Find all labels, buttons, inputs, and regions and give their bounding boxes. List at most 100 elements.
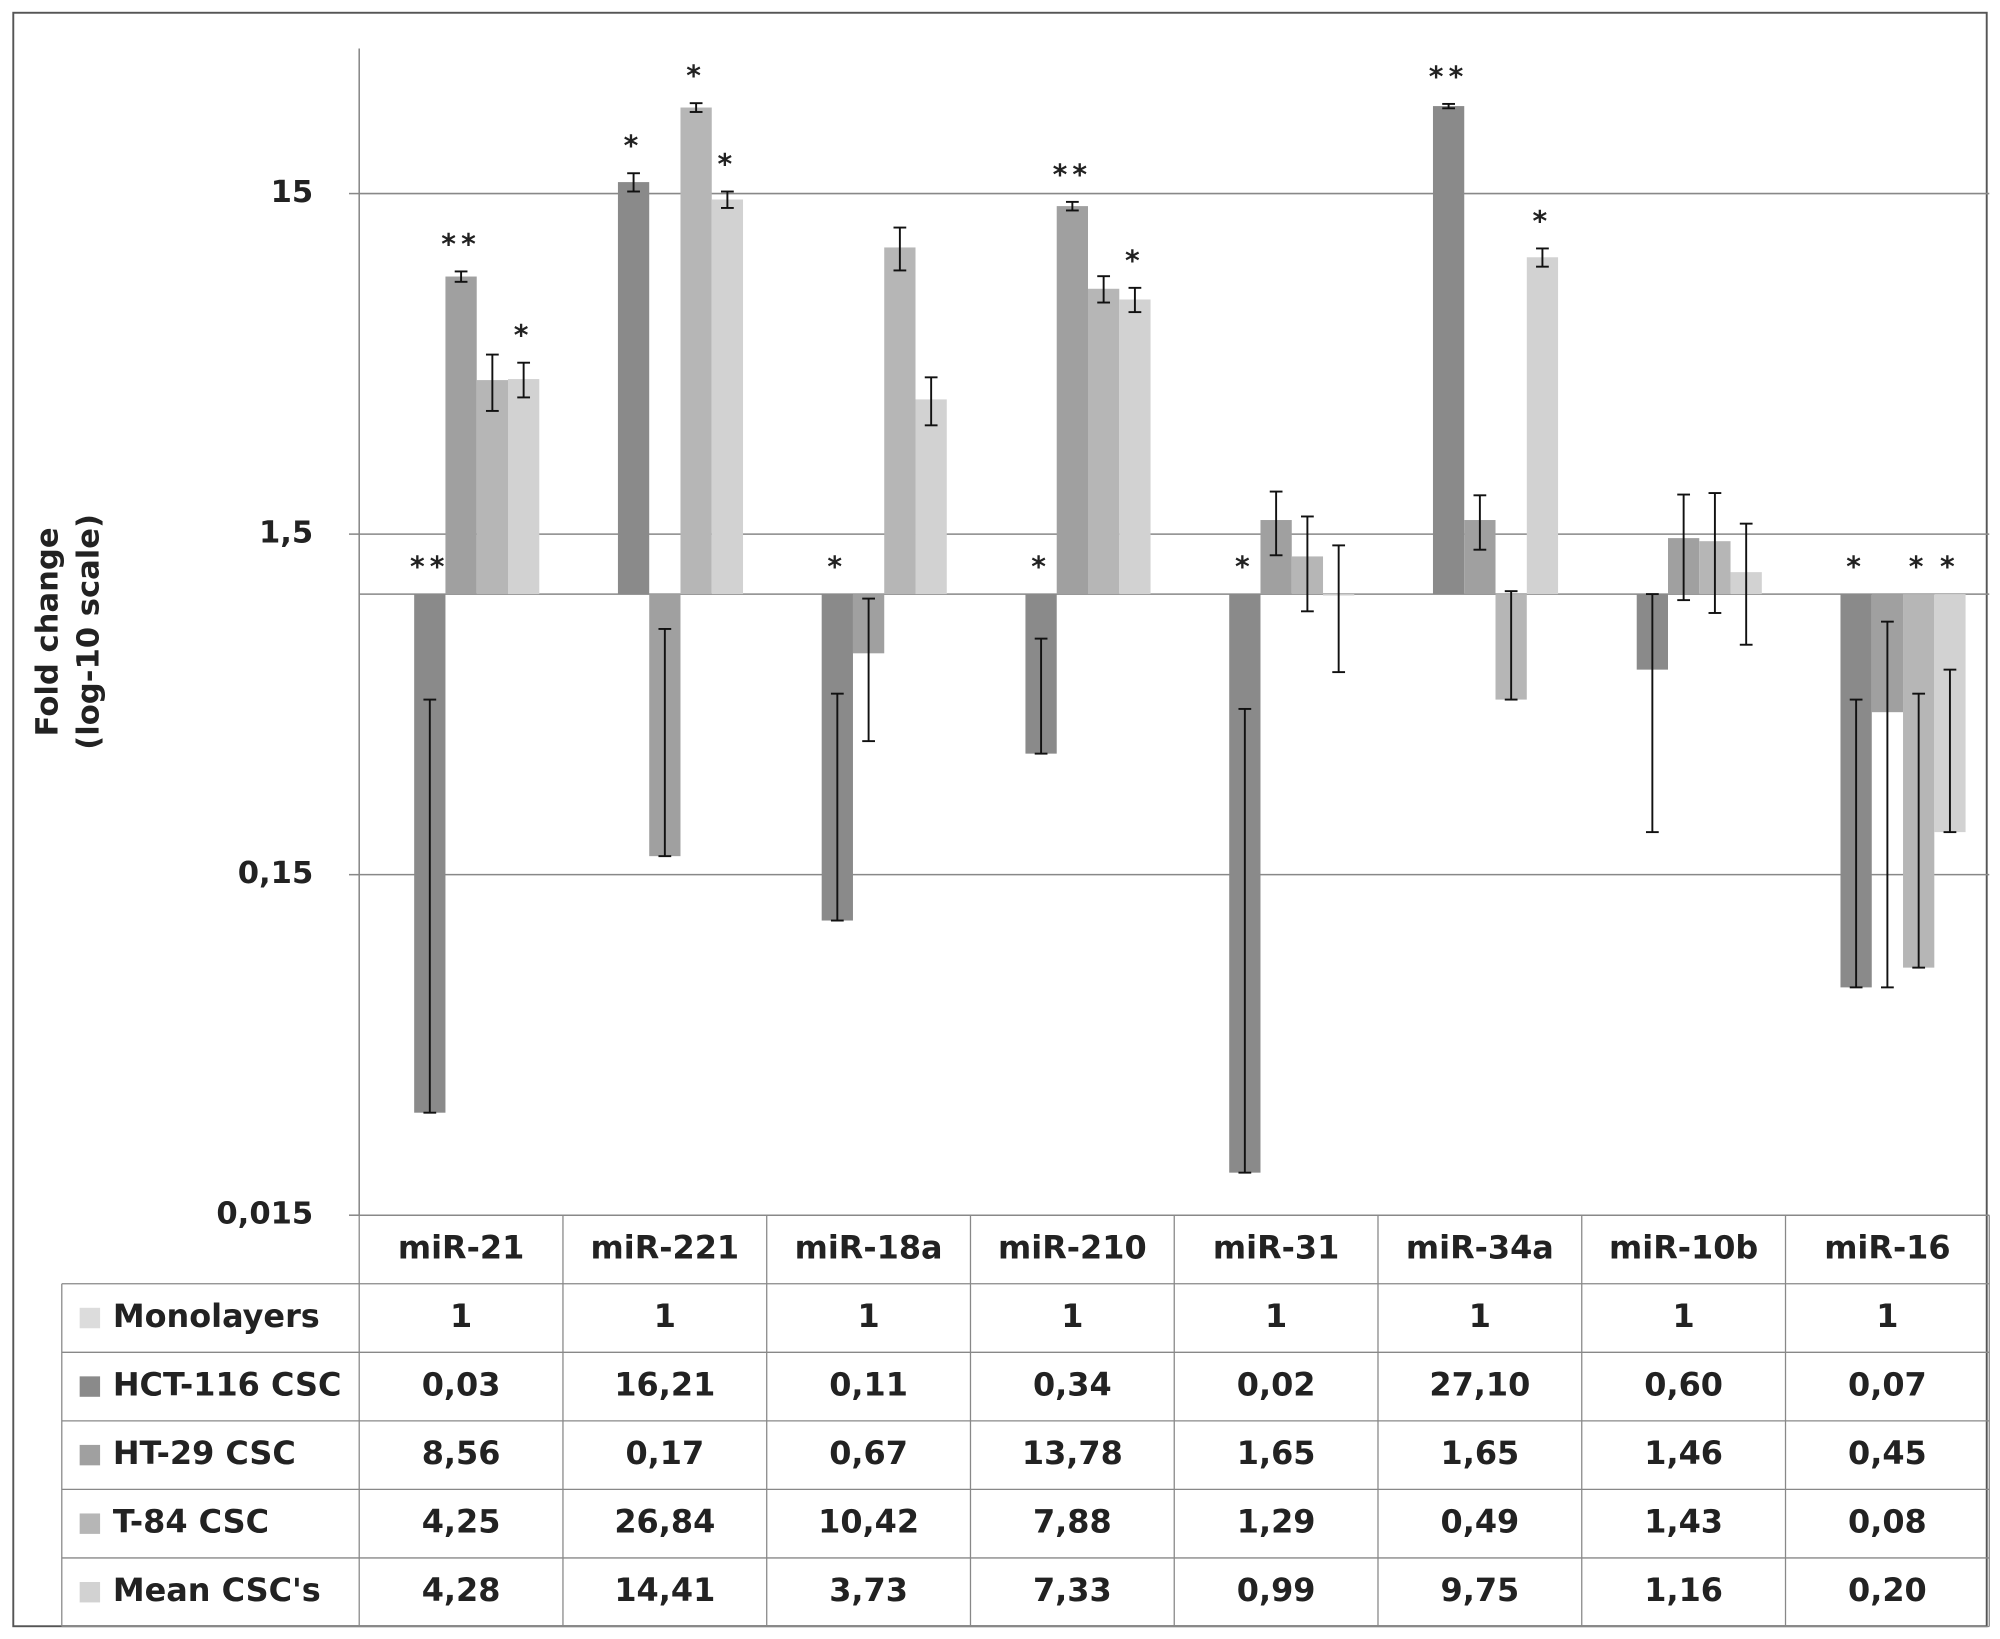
table-cell: 4,28 — [422, 1571, 501, 1609]
frame — [12, 11, 1988, 1628]
error-bar — [1238, 707, 1252, 1174]
table-cell: 0,02 — [1237, 1366, 1316, 1404]
legend-swatch — [79, 1513, 101, 1534]
legend-label: HT-29 CSC — [113, 1434, 296, 1472]
significance: * — [717, 148, 737, 181]
legend-swatch — [79, 1307, 101, 1329]
table-cell: 7,33 — [1033, 1571, 1112, 1609]
significance: * — [1909, 551, 1929, 584]
error-bar — [721, 190, 734, 209]
table-cell: 9,75 — [1441, 1571, 1520, 1609]
bar — [1526, 257, 1559, 595]
table-cell: 27,10 — [1429, 1366, 1530, 1404]
category-label: miR-16 — [1824, 1228, 1950, 1266]
error-bar — [1943, 668, 1957, 834]
y-axis-label: Fold change — [31, 527, 66, 736]
significance: ** — [1053, 158, 1093, 191]
table-cell: 14,41 — [614, 1571, 715, 1609]
table-cell: 1 — [1673, 1297, 1695, 1335]
error-bar — [1708, 492, 1722, 614]
table-cell: 0,07 — [1848, 1366, 1927, 1404]
table-cell: 0,11 — [829, 1366, 908, 1404]
error-bar — [830, 692, 844, 922]
significance: * — [686, 60, 706, 93]
bar — [1119, 299, 1151, 595]
error-bar — [1849, 698, 1863, 989]
category-label: miR-31 — [1213, 1228, 1339, 1266]
error-bar — [1128, 286, 1142, 314]
legend-label: Mean CSC's — [113, 1571, 321, 1609]
bar — [1056, 206, 1088, 595]
significance: ** — [441, 228, 481, 261]
category-label: miR-34a — [1406, 1228, 1554, 1266]
error-bar — [1269, 490, 1283, 557]
significance: * — [1533, 205, 1553, 238]
error-bar — [1504, 590, 1518, 701]
table-cell: 26,84 — [614, 1503, 715, 1541]
bar — [915, 399, 947, 595]
category-label: miR-210 — [998, 1228, 1147, 1266]
legend-label: T-84 CSC — [113, 1503, 269, 1541]
table-cell: 0,34 — [1033, 1366, 1112, 1404]
table-cell: 1 — [450, 1297, 472, 1335]
table-cell: 1 — [654, 1297, 676, 1335]
category-label: miR-21 — [398, 1228, 524, 1266]
error-bar — [1473, 494, 1487, 551]
table-cell: 0,49 — [1441, 1503, 1520, 1541]
error-bar — [658, 627, 672, 858]
bar — [507, 379, 540, 595]
table-cell: 1,43 — [1644, 1503, 1723, 1541]
significance: * — [1940, 551, 1960, 584]
error-bar — [1097, 275, 1111, 304]
table-cell: 0,17 — [625, 1434, 704, 1472]
bar — [476, 380, 508, 595]
y-tick-label: 0,015 — [216, 1197, 313, 1232]
significance: * — [1846, 551, 1866, 584]
table-cell: 0,20 — [1848, 1571, 1927, 1609]
y-tick-label: 0,15 — [238, 856, 314, 891]
y-axis-label: (log-10 scale) — [71, 514, 106, 750]
table-cell: 0,08 — [1848, 1503, 1927, 1541]
table-cell: 1,46 — [1644, 1434, 1723, 1472]
error-bar — [485, 353, 499, 412]
error-bar — [1677, 493, 1691, 602]
error-bar — [1645, 593, 1659, 834]
legend-swatch — [79, 1582, 101, 1603]
category-label: miR-10b — [1609, 1228, 1758, 1266]
error-bar — [689, 102, 703, 113]
table-cell: 1,65 — [1441, 1434, 1520, 1472]
table-cell: 1 — [1469, 1297, 1491, 1335]
legend-swatch — [79, 1376, 101, 1397]
table-cell: 4,25 — [422, 1503, 501, 1541]
table-cell: 1,65 — [1237, 1434, 1316, 1472]
legend-label: Monolayers — [113, 1297, 320, 1335]
table-cell: 1,29 — [1237, 1503, 1316, 1541]
error-bar — [1536, 247, 1549, 268]
table-cell: 1 — [1061, 1297, 1083, 1335]
error-bar — [627, 172, 640, 193]
table-cell: 3,73 — [829, 1571, 908, 1609]
bar — [445, 276, 477, 595]
error-bar — [1301, 515, 1314, 613]
bar — [1432, 106, 1465, 595]
table-cell: 16,21 — [614, 1366, 715, 1404]
significance: ** — [410, 551, 450, 584]
error-bar — [1739, 522, 1753, 646]
bar — [617, 182, 650, 595]
error-bar — [1065, 200, 1079, 212]
y-tick-label: 1,5 — [259, 516, 313, 551]
error-bar — [1034, 637, 1048, 755]
bar — [884, 247, 916, 595]
table-cell: 10,42 — [818, 1503, 919, 1541]
bar — [680, 107, 712, 595]
legend-swatch — [79, 1444, 101, 1466]
error-bar — [1912, 692, 1926, 969]
table-cell: 1 — [858, 1297, 880, 1335]
error-bar — [862, 597, 875, 743]
error-bar — [1332, 544, 1346, 674]
table-cell: 0,03 — [422, 1366, 501, 1404]
significance: * — [1235, 551, 1255, 584]
significance: * — [514, 319, 534, 352]
